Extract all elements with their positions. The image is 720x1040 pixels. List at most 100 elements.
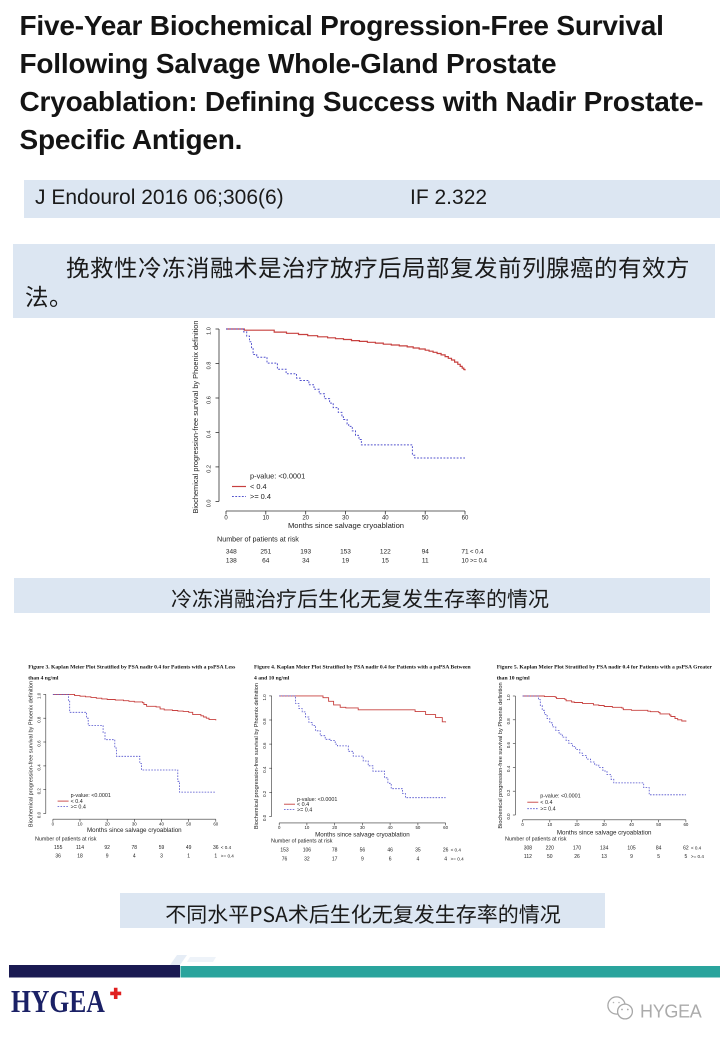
svg-text:50: 50 xyxy=(415,825,420,830)
svg-text:40: 40 xyxy=(629,822,634,827)
svg-text:30: 30 xyxy=(342,516,349,522)
svg-text:114: 114 xyxy=(76,845,84,851)
svg-text:10: 10 xyxy=(461,558,469,565)
svg-text:3: 3 xyxy=(160,854,163,860)
svg-text:< 0.4: < 0.4 xyxy=(297,802,309,808)
svg-text:< 0.4: < 0.4 xyxy=(71,799,83,805)
svg-text:17: 17 xyxy=(332,857,338,863)
svg-text:Months since salvage cryoablat: Months since salvage cryoablation xyxy=(315,832,410,839)
svg-text:56: 56 xyxy=(360,848,366,854)
svg-text:26: 26 xyxy=(443,848,449,854)
svg-text:78: 78 xyxy=(132,845,138,851)
svg-text:40: 40 xyxy=(159,822,164,827)
svg-text:0.6: 0.6 xyxy=(36,740,41,747)
svg-text:1.0: 1.0 xyxy=(506,694,511,701)
svg-text:134: 134 xyxy=(600,845,609,851)
svg-text:0.2: 0.2 xyxy=(36,788,41,795)
svg-text:59: 59 xyxy=(159,845,165,851)
svg-text:34: 34 xyxy=(302,558,310,565)
svg-text:4: 4 xyxy=(133,854,136,860)
svg-text:0: 0 xyxy=(521,822,524,827)
svg-text:0.0: 0.0 xyxy=(207,500,213,508)
svg-text:60: 60 xyxy=(462,516,469,522)
svg-text:6: 6 xyxy=(389,857,392,863)
svg-text:94: 94 xyxy=(422,549,430,556)
svg-text:71: 71 xyxy=(461,549,469,556)
svg-text:10: 10 xyxy=(262,516,269,522)
svg-text:HYGEA: HYGEA xyxy=(640,1002,702,1022)
svg-text:than 10 ng/ml: than 10 ng/ml xyxy=(497,676,530,682)
svg-text:10: 10 xyxy=(304,825,309,830)
svg-text:308: 308 xyxy=(524,845,533,851)
svg-text:15: 15 xyxy=(382,558,390,565)
svg-text:348: 348 xyxy=(226,549,237,556)
svg-text:>= 0.4: >= 0.4 xyxy=(540,807,555,813)
svg-text:30: 30 xyxy=(360,825,365,830)
svg-text:138: 138 xyxy=(226,558,237,565)
svg-text:0.6: 0.6 xyxy=(207,396,213,404)
svg-text:60: 60 xyxy=(683,822,688,827)
svg-text:64: 64 xyxy=(262,558,270,565)
svg-text:4 and 10 ng/ml: 4 and 10 ng/ml xyxy=(254,676,290,682)
svg-text:30: 30 xyxy=(602,822,607,827)
svg-text:11: 11 xyxy=(422,558,429,565)
svg-text:106: 106 xyxy=(303,848,312,854)
svg-text:9: 9 xyxy=(630,854,633,860)
svg-text:105: 105 xyxy=(627,845,636,851)
svg-text:50: 50 xyxy=(547,854,553,860)
svg-text:Biochemical progression-free s: Biochemical progression-free survival by… xyxy=(254,683,260,829)
svg-text:5: 5 xyxy=(657,854,660,860)
svg-text:20: 20 xyxy=(302,516,309,522)
svg-text:0: 0 xyxy=(52,822,55,827)
svg-text:Number of patients at risk: Number of patients at risk xyxy=(271,839,333,845)
svg-text:Months since salvage cryoablat: Months since salvage cryoablation xyxy=(557,829,652,836)
svg-text:>= 0.4: >= 0.4 xyxy=(297,807,312,813)
svg-text:193: 193 xyxy=(300,549,311,556)
svg-text:0.0: 0.0 xyxy=(262,814,267,821)
svg-text:0: 0 xyxy=(224,516,228,522)
svg-text:< 0.4: < 0.4 xyxy=(540,800,552,806)
svg-text:62: 62 xyxy=(683,845,689,851)
svg-text:< 0.4: < 0.4 xyxy=(451,848,462,853)
svg-text:0.8: 0.8 xyxy=(506,718,511,725)
svg-text:9: 9 xyxy=(361,857,364,863)
svg-text:0: 0 xyxy=(278,825,281,830)
svg-text:Months since salvage cryoablat: Months since salvage cryoablation xyxy=(288,521,404,530)
svg-text:>= 0.4: >= 0.4 xyxy=(470,559,488,565)
svg-text:Figure 3. Kaplan Meier Plot St: Figure 3. Kaplan Meier Plot Stratified b… xyxy=(28,665,236,671)
svg-text:1: 1 xyxy=(187,854,190,860)
svg-text:36: 36 xyxy=(55,854,61,860)
svg-text:220: 220 xyxy=(546,845,555,851)
svg-text:112: 112 xyxy=(524,854,532,860)
svg-text:92: 92 xyxy=(104,845,110,851)
svg-text:1.0: 1.0 xyxy=(36,692,41,699)
svg-text:0.8: 0.8 xyxy=(207,362,213,370)
svg-text:0.2: 0.2 xyxy=(262,790,267,797)
svg-text:0.2: 0.2 xyxy=(506,789,511,796)
svg-text:19: 19 xyxy=(342,558,350,565)
svg-text:>= 0.4: >= 0.4 xyxy=(221,854,234,859)
svg-text:< 0.4: < 0.4 xyxy=(250,482,267,491)
svg-text:32: 32 xyxy=(304,857,310,863)
svg-text:36: 36 xyxy=(213,845,219,851)
svg-text:>= 0.4: >= 0.4 xyxy=(250,492,271,501)
svg-text:< 0.4: < 0.4 xyxy=(691,845,702,850)
svg-text:153: 153 xyxy=(340,549,351,556)
svg-text:13: 13 xyxy=(601,854,607,860)
svg-text:0.2: 0.2 xyxy=(207,465,213,473)
svg-text:9: 9 xyxy=(106,854,109,860)
svg-text:40: 40 xyxy=(388,825,393,830)
svg-text:40: 40 xyxy=(382,516,389,522)
svg-text:35: 35 xyxy=(415,848,421,854)
svg-text:0.0: 0.0 xyxy=(36,811,41,818)
svg-text:p-value: <0.0001: p-value: <0.0001 xyxy=(297,797,337,803)
svg-text:5: 5 xyxy=(685,854,688,860)
svg-text:HYGEA: HYGEA xyxy=(11,984,105,1019)
svg-text:76: 76 xyxy=(282,857,288,863)
svg-text:20: 20 xyxy=(105,822,110,827)
svg-text:50: 50 xyxy=(186,822,191,827)
svg-text:18: 18 xyxy=(77,854,83,860)
svg-text:< 0.4: < 0.4 xyxy=(470,550,484,556)
svg-text:Number of patients at risk: Number of patients at risk xyxy=(35,837,97,843)
svg-text:Figure 4. Kaplan Meier Plot St: Figure 4. Kaplan Meier Plot Stratified b… xyxy=(254,665,472,671)
